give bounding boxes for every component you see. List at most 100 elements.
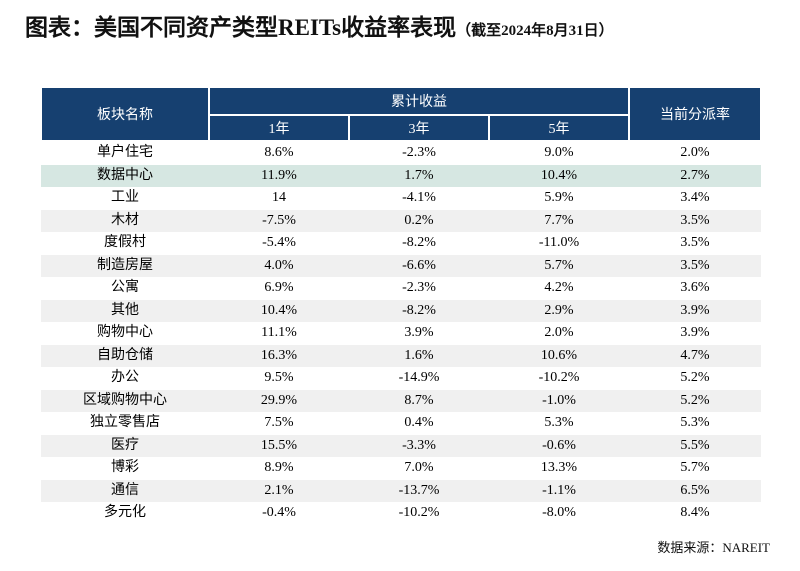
col-header-sector: 板块名称 xyxy=(40,86,210,142)
table-row: 独立零售店 7.5% 0.4% 5.3% 5.3% xyxy=(41,412,761,435)
value-cell: 16.3% xyxy=(260,347,298,363)
value-cell: 5.2% xyxy=(680,370,710,385)
value-cell: 14 xyxy=(272,190,286,205)
value-cell: 2.0% xyxy=(544,325,574,340)
table-row: 公寓 6.9% -2.3% 4.2% 3.6% xyxy=(41,277,761,300)
value-cell: 3.9% xyxy=(680,302,710,318)
sector-name-cell: 单户住宅 xyxy=(97,145,153,160)
sector-name-cell: 工业 xyxy=(111,190,139,205)
sector-name-cell: 公寓 xyxy=(111,280,139,295)
sector-name-cell: 自助仓储 xyxy=(97,347,153,363)
header-row-sub: 1年 3年 5年 xyxy=(41,114,761,142)
value-cell: 9.5% xyxy=(264,370,294,385)
value-cell: 4.0% xyxy=(264,257,294,273)
value-cell: 2.0% xyxy=(680,145,710,160)
value-cell: 7.5% xyxy=(264,415,294,430)
value-cell: -6.6% xyxy=(402,257,436,273)
value-cell: 4.2% xyxy=(544,280,574,295)
value-cell: -8.2% xyxy=(402,235,436,250)
table-row: 单户住宅 8.6% -2.3% 9.0% 2.0% xyxy=(41,141,761,165)
value-cell: 3.6% xyxy=(680,280,710,295)
value-cell: 8.4% xyxy=(680,505,710,520)
data-source-note: 数据来源：NAREIT xyxy=(657,540,770,555)
table-row: 博彩 8.9% 7.0% 13.3% 5.7% xyxy=(41,457,761,480)
value-cell: -14.9% xyxy=(398,370,440,385)
value-cell: 29.9% xyxy=(260,392,298,408)
col-header-3-year: 3年 xyxy=(348,114,490,142)
value-cell: 2.1% xyxy=(264,482,294,498)
table-body: 单户住宅 8.6% -2.3% 9.0% 2.0% 数据中心 11.9% 1.7% 10.4% 2… xyxy=(41,141,762,525)
col-header-1-year: 1年 xyxy=(208,114,350,142)
value-cell: 5.2% xyxy=(680,392,710,408)
table-row: 工业 14 -4.1% 5.9% 3.4% xyxy=(41,187,761,210)
value-cell: 5.5% xyxy=(680,437,710,453)
sector-name-cell: 独立零售店 xyxy=(90,415,160,430)
sector-name-cell: 博彩 xyxy=(111,460,139,475)
value-cell: -1.1% xyxy=(542,482,576,498)
sector-name-cell: 其他 xyxy=(111,302,139,318)
sector-name-cell: 木材 xyxy=(111,212,139,228)
page-title: 图表：美国不同资产类型REITs收益率表现（截至2024年8月31日） xyxy=(25,12,614,47)
col-header-cumulative-returns: 累计收益 xyxy=(207,86,631,116)
table-row: 办公 9.5% -14.9% -10.2% 5.2% xyxy=(41,367,761,390)
table-row: 其他 10.4% -8.2% 2.9% 3.9% xyxy=(41,299,762,322)
value-cell: 8.7% xyxy=(404,392,434,408)
value-cell: 5.7% xyxy=(680,460,710,475)
col-header-current-dividend-rate: 当前分派率 xyxy=(628,86,763,142)
value-cell: 10.4% xyxy=(260,302,298,318)
table-header: 板块名称 累计收益 当前分派率 1年 3年 5年 xyxy=(40,86,763,142)
value-cell: 13.3% xyxy=(540,460,578,475)
table-row: 制造房屋 4.0% -6.6% 5.7% 3.5% xyxy=(41,254,762,277)
table-row: 医疗 15.5% -3.3% -0.6% 5.5% xyxy=(41,434,762,457)
value-cell: -0.6% xyxy=(542,437,576,453)
value-cell: -13.7% xyxy=(398,482,440,498)
sector-name-cell: 数据中心 xyxy=(97,167,153,183)
value-cell: 4.7% xyxy=(680,347,710,363)
value-cell: -7.5% xyxy=(262,212,296,228)
value-cell: -3.3% xyxy=(402,437,436,453)
sector-name-cell: 制造房屋 xyxy=(97,257,153,273)
value-cell: -1.0% xyxy=(542,392,576,408)
sector-name-cell: 办公 xyxy=(111,370,139,385)
value-cell: 6.9% xyxy=(264,280,294,295)
value-cell: 5.3% xyxy=(544,415,574,430)
value-cell: 5.9% xyxy=(544,190,574,205)
table-row: 通信 2.1% -13.7% -1.1% 6.5% xyxy=(41,479,762,502)
table-row: 自助仓储 16.3% 1.6% 10.6% 4.7% xyxy=(41,344,762,367)
table-row: 木材 -7.5% 0.2% 7.7% 3.5% xyxy=(41,209,762,232)
table-row: 多元化 -0.4% -10.2% -8.0% 8.4% xyxy=(41,502,761,525)
value-cell: -5.4% xyxy=(262,235,296,250)
value-cell: 11.9% xyxy=(261,167,297,183)
value-cell: 3.5% xyxy=(680,257,710,273)
value-cell: 5.3% xyxy=(680,415,710,430)
sector-name-cell: 多元化 xyxy=(104,505,146,520)
table-row: 购物中心 11.1% 3.9% 2.0% 3.9% xyxy=(41,322,761,345)
value-cell: -11.0% xyxy=(538,235,580,250)
value-cell: 9.0% xyxy=(544,145,574,160)
sector-name-cell: 度假村 xyxy=(104,235,146,250)
col-header-5-year: 5年 xyxy=(487,114,631,142)
value-cell: -8.2% xyxy=(402,302,436,318)
sector-name-cell: 区域购物中心 xyxy=(83,392,167,408)
sector-name-cell: 医疗 xyxy=(111,437,139,453)
table-row: 度假村 -5.4% -8.2% -11.0% 3.5% xyxy=(41,232,761,255)
value-cell: 8.9% xyxy=(264,460,294,475)
value-cell: 2.9% xyxy=(544,302,574,318)
value-cell: 3.5% xyxy=(680,212,710,228)
value-cell: 1.7% xyxy=(404,167,434,183)
value-cell: 10.4% xyxy=(540,167,578,183)
value-cell: 0.4% xyxy=(404,415,434,430)
value-cell: 10.6% xyxy=(540,347,578,363)
value-cell: 7.0% xyxy=(404,460,434,475)
value-cell: 5.7% xyxy=(544,257,574,273)
value-cell: 3.9% xyxy=(680,325,710,340)
value-cell: -2.3% xyxy=(402,145,436,160)
value-cell: 1.6% xyxy=(404,347,434,363)
value-cell: -8.0% xyxy=(542,505,576,520)
value-cell: -10.2% xyxy=(398,505,440,520)
value-cell: -10.2% xyxy=(538,370,580,385)
reits-returns-table: 板块名称 累计收益 当前分派率 1年 3年 5年 单户住宅 8.6% -2.3% 9.… xyxy=(40,86,763,525)
header-row-top: 板块名称 累计收益 当前分派率 xyxy=(40,86,763,142)
value-cell: -4.1% xyxy=(402,190,436,205)
